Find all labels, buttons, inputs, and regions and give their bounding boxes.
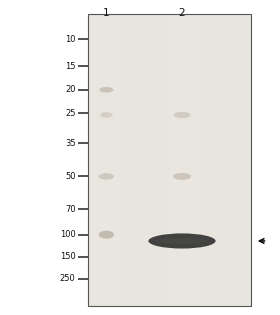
Text: 1: 1	[103, 8, 110, 18]
Ellipse shape	[100, 112, 113, 118]
Bar	[90, 16, 123, 304]
Bar	[88, 14, 251, 306]
Text: 70: 70	[65, 205, 76, 214]
Ellipse shape	[174, 112, 190, 118]
Ellipse shape	[173, 173, 191, 180]
Text: 25: 25	[65, 109, 76, 118]
Bar	[165, 16, 199, 304]
Text: 2: 2	[179, 8, 185, 18]
Text: 100: 100	[60, 230, 76, 239]
Ellipse shape	[99, 231, 114, 239]
Ellipse shape	[155, 238, 209, 244]
Ellipse shape	[148, 233, 216, 249]
Text: 35: 35	[65, 139, 76, 148]
Text: 50: 50	[65, 172, 76, 181]
Text: 150: 150	[60, 252, 76, 261]
Text: 15: 15	[65, 62, 76, 71]
Text: 250: 250	[60, 274, 76, 283]
Text: 10: 10	[65, 35, 76, 44]
Ellipse shape	[99, 87, 113, 93]
Ellipse shape	[99, 173, 114, 180]
Text: 20: 20	[65, 85, 76, 94]
